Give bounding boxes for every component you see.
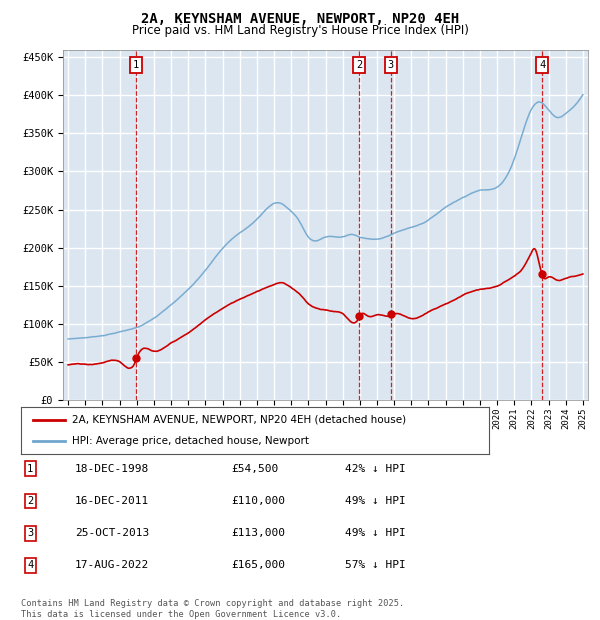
Text: 1: 1	[27, 464, 33, 474]
Text: HPI: Average price, detached house, Newport: HPI: Average price, detached house, Newp…	[73, 436, 310, 446]
Text: Contains HM Land Registry data © Crown copyright and database right 2025.
This d: Contains HM Land Registry data © Crown c…	[21, 600, 404, 619]
Text: 18-DEC-1998: 18-DEC-1998	[75, 464, 149, 474]
Text: £165,000: £165,000	[231, 560, 285, 570]
Text: 2A, KEYNSHAM AVENUE, NEWPORT, NP20 4EH: 2A, KEYNSHAM AVENUE, NEWPORT, NP20 4EH	[141, 12, 459, 27]
Text: 2: 2	[356, 60, 362, 70]
Text: 57% ↓ HPI: 57% ↓ HPI	[345, 560, 406, 570]
Text: 49% ↓ HPI: 49% ↓ HPI	[345, 496, 406, 506]
Text: 42% ↓ HPI: 42% ↓ HPI	[345, 464, 406, 474]
Text: 17-AUG-2022: 17-AUG-2022	[75, 560, 149, 570]
Text: £113,000: £113,000	[231, 528, 285, 538]
Text: 2A, KEYNSHAM AVENUE, NEWPORT, NP20 4EH (detached house): 2A, KEYNSHAM AVENUE, NEWPORT, NP20 4EH (…	[73, 415, 407, 425]
Text: 1: 1	[133, 60, 139, 70]
Text: Price paid vs. HM Land Registry's House Price Index (HPI): Price paid vs. HM Land Registry's House …	[131, 24, 469, 37]
Text: 4: 4	[27, 560, 33, 570]
Text: 49% ↓ HPI: 49% ↓ HPI	[345, 528, 406, 538]
Text: 25-OCT-2013: 25-OCT-2013	[75, 528, 149, 538]
Text: 4: 4	[539, 60, 545, 70]
Text: 2: 2	[27, 496, 33, 506]
Text: 16-DEC-2011: 16-DEC-2011	[75, 496, 149, 506]
Text: £110,000: £110,000	[231, 496, 285, 506]
Text: 3: 3	[27, 528, 33, 538]
Text: 3: 3	[388, 60, 394, 70]
Text: £54,500: £54,500	[231, 464, 278, 474]
